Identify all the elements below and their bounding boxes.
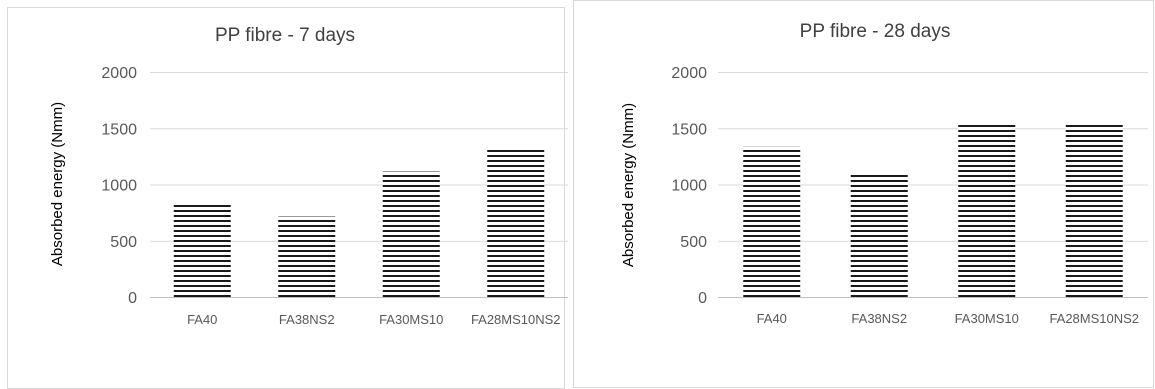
y-tick-label: 0 [698,290,707,307]
y-axis-label: Absorbed energy (Nmm) [49,102,66,266]
chart-title: PP fibre - 28 days [800,21,951,42]
y-tick-label: 1000 [671,178,707,195]
y-tick-label: 2000 [101,65,137,82]
chart-panel-28-days: PP fibre - 28 days 0 500 1000 1500 2000 Absorb… [573,0,1155,389]
chart-title: PP fibre - 7 days [215,25,355,46]
bar-fa30ms10 [958,124,1016,297]
y-axis-label: Absorbed energy (Nmm) [620,103,637,267]
bar-chart-7-days: PP fibre - 7 days 0 500 1000 1500 2000 Absorbe… [7,7,568,389]
bar-fa38ns2 [850,173,908,297]
y-tick-label: 2000 [671,65,707,82]
x-tick-label: FA28MS10NS2 [471,312,561,327]
chart-border [573,0,1154,388]
x-tick-label: FA28MS10NS2 [1049,311,1139,326]
bar-fa28ms10ns2 [1065,124,1123,297]
x-tick-label: FA38NS2 [851,311,907,326]
y-tick-label: 1000 [101,178,137,195]
chart-panel-7-days: PP fibre - 7 days 0 500 1000 1500 2000 Absorbe… [0,0,572,389]
bar-fa40 [173,203,231,297]
bar-fa38ns2 [278,216,336,297]
y-tick-label: 500 [680,234,707,251]
x-tick-label: FA40 [757,311,787,326]
y-tick-label: 500 [110,234,137,251]
bar-chart-28-days: PP fibre - 28 days 0 500 1000 1500 2000 Absorb… [573,0,1154,388]
bar-fa40 [743,146,801,297]
bar-fa28ms10ns2 [487,149,545,297]
x-tick-label: FA38NS2 [279,312,335,327]
y-tick-label: 1500 [671,121,707,138]
y-tick-label: 1500 [101,121,137,138]
chart-border [7,7,565,389]
x-tick-label: FA30MS10 [955,311,1019,326]
bar-fa30ms10 [382,171,440,297]
y-tick-label: 0 [128,290,137,307]
x-tick-label: FA40 [187,312,217,327]
x-tick-label: FA30MS10 [379,312,443,327]
